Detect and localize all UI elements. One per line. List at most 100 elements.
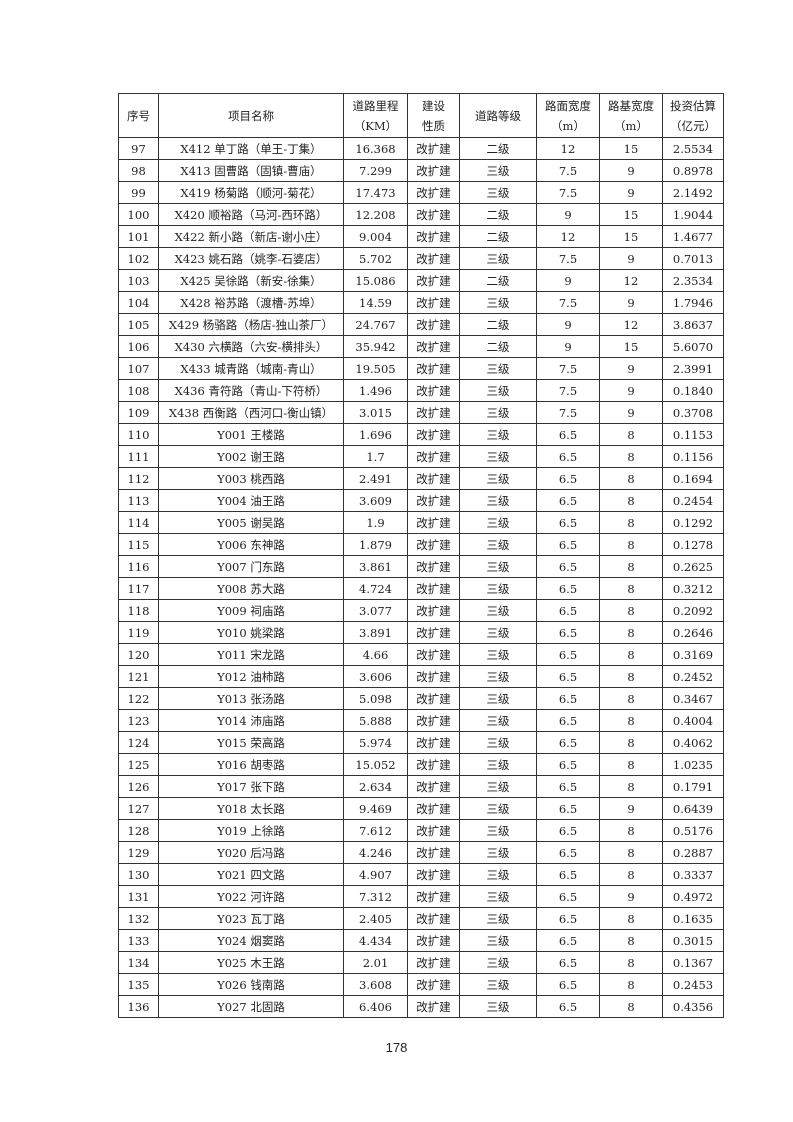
- table-cell: 8: [599, 665, 663, 688]
- table-cell: 5.098: [343, 687, 408, 710]
- table-cell: 改扩建: [407, 555, 460, 578]
- table-cell: 改扩建: [407, 621, 460, 644]
- table-cell: 改扩建: [407, 841, 460, 864]
- table-cell: Y021 四文路: [158, 863, 344, 886]
- table-cell: 改扩建: [407, 907, 460, 930]
- table-cell: 14.59: [343, 291, 408, 314]
- road-projects-table: 序号 项目名称 道路里程（KM） 建设性质 道路等级 路面宽度（m） 路基宽度（m） 投资估算…: [118, 93, 724, 1018]
- table-cell: 24.767: [343, 313, 408, 336]
- table-cell: 123: [118, 709, 159, 732]
- table-cell: 6.5: [536, 555, 600, 578]
- table-cell: 三级: [459, 181, 537, 204]
- table-cell: 6.5: [536, 511, 600, 534]
- table-cell: Y011 宋龙路: [158, 643, 344, 666]
- table-cell: 9: [599, 401, 663, 424]
- table-row: 113 Y004 油王路 3.609 改扩建 三级 6.5 8 0.2454: [118, 489, 724, 512]
- column-header-label: 路面宽度（m）: [545, 98, 591, 133]
- table-cell: X428 裕苏路（渡槽-苏埠）: [158, 291, 344, 314]
- table-cell: 0.1278: [662, 533, 724, 556]
- table-cell: 0.4356: [662, 995, 724, 1018]
- table-cell: 7.612: [343, 819, 408, 842]
- table-row: 115 Y006 东神路 1.879 改扩建 三级 6.5 8 0.1278: [118, 533, 724, 556]
- table-cell: 109: [118, 401, 159, 424]
- table-cell: 2.3534: [662, 269, 724, 292]
- column-header: 投资估算（亿元）: [662, 93, 724, 138]
- table-cell: 135: [118, 973, 159, 996]
- table-cell: 9.004: [343, 225, 408, 248]
- table-cell: 8: [599, 423, 663, 446]
- table-cell: X436 青符路（青山-下符桥）: [158, 379, 344, 402]
- table-cell: 118: [118, 599, 159, 622]
- table-cell: 6.5: [536, 995, 600, 1018]
- column-header: 道路等级: [459, 93, 537, 138]
- table-cell: 128: [118, 819, 159, 842]
- column-header: 项目名称: [158, 93, 344, 138]
- table-cell: 6.5: [536, 621, 600, 644]
- table-cell: 改扩建: [407, 357, 460, 380]
- table-cell: 2.1492: [662, 181, 724, 204]
- table-cell: 9: [599, 181, 663, 204]
- column-header-label: 道路等级: [475, 108, 521, 123]
- table-cell: 0.2452: [662, 665, 724, 688]
- table-cell: 111: [118, 445, 159, 468]
- table-cell: 三级: [459, 929, 537, 952]
- table-cell: 8: [599, 687, 663, 710]
- table-cell: 0.4062: [662, 731, 724, 754]
- table-cell: 8: [599, 995, 663, 1018]
- table-cell: 15: [599, 203, 663, 226]
- table-cell: 改扩建: [407, 775, 460, 798]
- table-cell: 三级: [459, 489, 537, 512]
- table-cell: Y026 钱南路: [158, 973, 344, 996]
- table-cell: X430 六横路（六安-横排头）: [158, 335, 344, 358]
- table-cell: Y020 后冯路: [158, 841, 344, 864]
- table-cell: 9: [599, 357, 663, 380]
- table-cell: 8: [599, 753, 663, 776]
- table-cell: 3.609: [343, 489, 408, 512]
- column-header-label: 序号: [127, 108, 150, 123]
- table-cell: 1.879: [343, 533, 408, 556]
- table-cell: 8: [599, 863, 663, 886]
- table-cell: 7.5: [536, 159, 600, 182]
- table-cell: 15: [599, 335, 663, 358]
- column-header-label: 建设性质: [422, 98, 445, 133]
- table-cell: 6.5: [536, 753, 600, 776]
- table-row: 130 Y021 四文路 4.907 改扩建 三级 6.5 8 0.3337: [118, 863, 724, 886]
- table-row: 116 Y007 门东路 3.861 改扩建 三级 6.5 8 0.2625: [118, 555, 724, 578]
- table-cell: 5.974: [343, 731, 408, 754]
- table-row: 99 X419 杨菊路（顺河-菊花） 17.473 改扩建 三级 7.5 9 2.1492: [118, 181, 724, 204]
- table-cell: Y009 祠庙路: [158, 599, 344, 622]
- table-cell: 6.5: [536, 797, 600, 820]
- table-cell: 三级: [459, 533, 537, 556]
- table-cell: Y008 苏大路: [158, 577, 344, 600]
- table-row: 103 X425 吴徐路（新安-徐集） 15.086 改扩建 二级 9 12 2.3534: [118, 269, 724, 292]
- table-row: 102 X423 姚石路（姚李-石婆店） 5.702 改扩建 三级 7.5 9 0.7013: [118, 247, 724, 270]
- column-header-label: 投资估算（亿元）: [670, 98, 716, 133]
- table-cell: 0.2887: [662, 841, 724, 864]
- table-cell: Y019 上徐路: [158, 819, 344, 842]
- table-cell: 130: [118, 863, 159, 886]
- table-cell: 6.5: [536, 687, 600, 710]
- table-cell: 115: [118, 533, 159, 556]
- table-cell: 4.907: [343, 863, 408, 886]
- table-cell: 改扩建: [407, 577, 460, 600]
- table-cell: 4.66: [343, 643, 408, 666]
- table-row: 126 Y017 张下路 2.634 改扩建 三级 6.5 8 0.1791: [118, 775, 724, 798]
- table-cell: 三级: [459, 687, 537, 710]
- table-row: 135 Y026 钱南路 3.608 改扩建 三级 6.5 8 0.2453: [118, 973, 724, 996]
- table-row: 101 X422 新小路（新店-谢小庄） 9.004 改扩建 二级 12 15 1.4677: [118, 225, 724, 248]
- table-cell: 6.5: [536, 709, 600, 732]
- table-cell: 改扩建: [407, 159, 460, 182]
- table-cell: 三级: [459, 577, 537, 600]
- table-cell: 二级: [459, 225, 537, 248]
- table-cell: X420 顺裕路（马河-西环路）: [158, 203, 344, 226]
- table-cell: 3.608: [343, 973, 408, 996]
- table-cell: Y014 沛庙路: [158, 709, 344, 732]
- table-cell: 12: [536, 225, 600, 248]
- table-row: 133 Y024 烟窦路 4.434 改扩建 三级 6.5 8 0.3015: [118, 929, 724, 952]
- table-cell: 12: [599, 313, 663, 336]
- table-cell: 0.1367: [662, 951, 724, 974]
- table-row: 128 Y019 上徐路 7.612 改扩建 三级 6.5 8 0.5176: [118, 819, 724, 842]
- table-cell: 改扩建: [407, 291, 460, 314]
- table-cell: 三级: [459, 511, 537, 534]
- table-cell: 改扩建: [407, 709, 460, 732]
